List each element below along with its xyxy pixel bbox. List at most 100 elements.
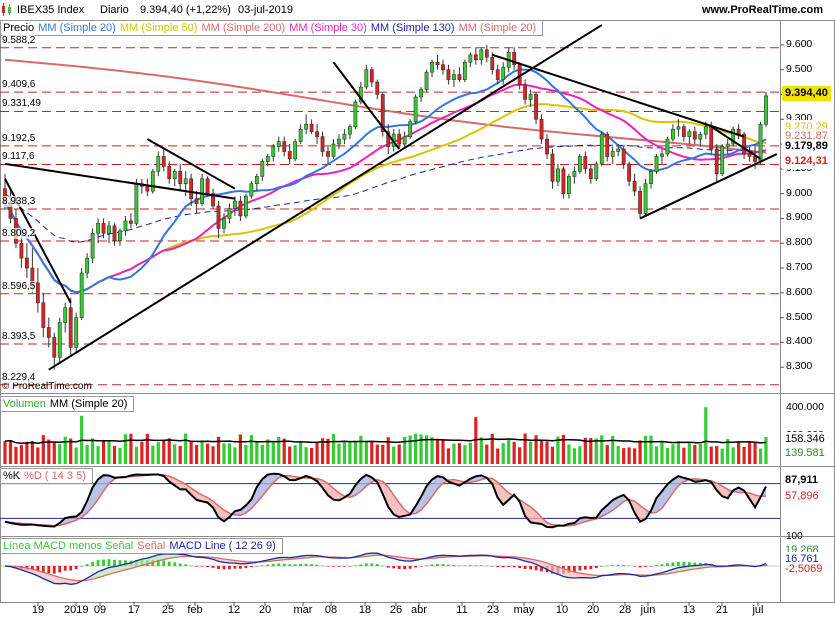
volume-bar [266,439,270,464]
candle-body [41,302,46,328]
x-axis-label: jul [752,604,764,616]
x-axis-label: 26 [389,604,403,616]
stoch-fill [382,481,389,507]
candle-body [687,131,692,137]
candle-body [621,148,626,165]
stoch-fill [667,479,673,501]
volume-bar [539,439,544,464]
candle-body [134,183,139,224]
candle-body [501,66,506,80]
candle-body [523,84,528,100]
macd-histogram-bar [638,566,642,568]
volume-bar [69,438,73,464]
candle-body [583,156,588,170]
volume-bar [58,444,62,464]
candle-body [276,141,281,147]
candle-body [24,257,29,269]
volume-tick-label: 400.000 [786,401,824,414]
candle-body [462,61,467,80]
volume-bar [25,441,29,464]
volume-bar [260,445,264,464]
macd-histogram-bar [353,565,357,566]
candle-body [178,171,183,185]
macd-legend: Línea MACD menos Señal Señal MACD Line ( 1… [0,538,283,554]
candle-body [123,220,128,232]
x-axis-label: 12 [227,604,241,616]
stoch-fill [421,485,427,511]
macd-histogram-bar [474,565,478,566]
volume-bar [474,417,478,464]
candle-body [539,118,544,140]
macd-histogram-bar [30,566,34,571]
price-tick-label: 8.400 [786,335,813,348]
candle-body [484,49,489,58]
volume-bar [249,435,253,464]
volume-bar [36,447,40,464]
candle-body [638,190,642,214]
volume-bar [583,437,587,464]
volume-bar [682,447,686,464]
volume-bar [523,433,527,464]
volume-value-tag: 139.581 [782,446,828,461]
stoch-fill [98,475,104,500]
volume-bar [244,444,248,464]
macd-histogram-bar [441,564,445,566]
level-label: 8.938,3 [2,195,36,207]
candle-body [616,148,621,152]
volume-bar [764,437,768,464]
macd-fill [158,553,164,561]
candle-body [96,223,100,234]
candle-body [709,126,714,150]
volume-bar [463,445,467,464]
macd-line [4,552,767,585]
macd-fill [37,570,44,579]
volume-bar [222,443,226,464]
candle-body [233,200,237,209]
stoch-fill [432,476,438,497]
x-axis-label: 20 [586,604,600,616]
x-axis-label: 17 [127,604,141,616]
ma200-line [4,58,767,154]
macd-histogram-bar [507,566,511,567]
candle-body [731,128,736,145]
macd-histogram-bar [52,566,56,574]
instrument-name: IBEX35 Index [17,4,85,16]
stoch-fill [393,495,400,517]
candle-body [90,233,95,259]
volume-bar [145,433,149,464]
volume-bar [140,441,144,464]
volume-bar [479,437,483,464]
macd-histogram-bar [47,566,51,574]
macd-histogram-bar [244,566,248,569]
candle-body [714,148,719,175]
stoch-fill [672,476,679,493]
candle-body [479,49,484,61]
volume-bar [326,438,330,464]
level-label: 9.409,6 [2,79,36,91]
volume-bar [594,438,598,464]
price-tick-label: 8.300 [786,360,813,373]
volume-bar [348,441,352,464]
candle-body [320,136,325,152]
macd-histogram-bar [239,566,242,569]
macd-histogram-bar [375,564,379,566]
stochastic-legend: %K %D ( 14 3 5) [0,468,93,484]
candle-body [375,81,380,95]
candle-body [353,101,358,127]
x-axis-label: 11 [456,604,468,616]
macd-histogram-bar [622,564,626,566]
candle-body [473,54,478,61]
candle-body [654,156,659,172]
macd-histogram-bar [217,566,220,570]
volume-bar [550,446,555,464]
macd-histogram-bar [479,565,483,566]
trendline-march [332,61,400,150]
candle-body [172,171,177,180]
level-label: 9.331,49 [2,98,41,110]
trendline-support-rising [48,24,603,371]
volume-bar [101,440,106,464]
volume-bar [184,433,188,464]
stoch-fill [634,501,641,522]
macd-histogram-bar [222,566,226,570]
macd-histogram-bar [299,563,303,566]
